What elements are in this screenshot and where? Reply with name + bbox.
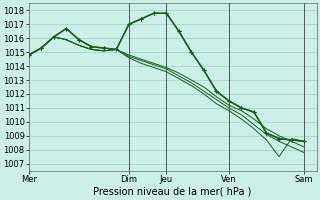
X-axis label: Pression niveau de la mer( hPa ): Pression niveau de la mer( hPa ) (93, 187, 252, 197)
